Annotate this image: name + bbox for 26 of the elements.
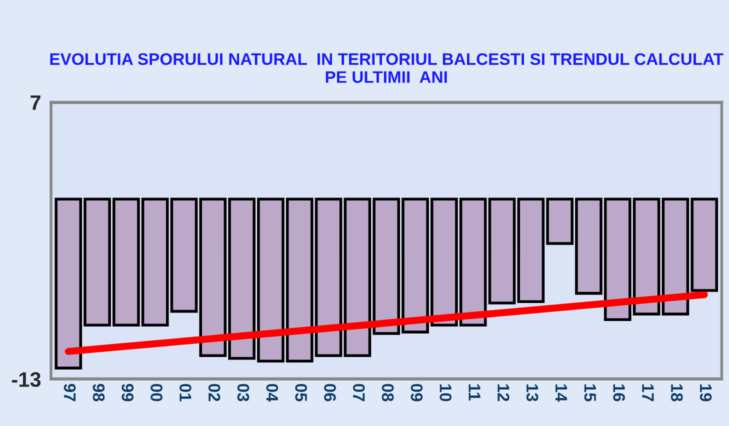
x-tick-label: 05 xyxy=(295,384,307,402)
x-tick-label: 06 xyxy=(324,384,336,402)
x-tick-label: 04 xyxy=(266,384,278,402)
x-tick-label: 02 xyxy=(208,384,220,402)
x-tick-label: 14 xyxy=(556,384,567,402)
x-tick-label: 08 xyxy=(382,384,394,402)
x-tick-label: 13 xyxy=(526,384,538,402)
x-tick-label: 00 xyxy=(150,384,162,402)
y-tick-label: 7 xyxy=(30,95,40,110)
x-tick-label: 99 xyxy=(122,384,134,402)
x-tick-label: 11 xyxy=(468,384,480,400)
x-tick-label: 03 xyxy=(237,384,250,402)
x-tick-label: 09 xyxy=(410,384,423,402)
x-tick-label: 15 xyxy=(584,384,596,402)
y-tick-label: -13 xyxy=(12,372,41,387)
x-tick-label: 98 xyxy=(92,384,105,402)
x-tick-label: 01 xyxy=(180,384,192,402)
x-tick-label: 18 xyxy=(670,384,683,402)
chart-title: EVOLUTIA SPORULUI NATURAL IN TERITORIUL BALCESTI SI TRENDUL CALCULAT PE ULTIMII ANI xyxy=(50,53,724,83)
x-tick-label: 19 xyxy=(700,384,712,402)
x-tick-label: 12 xyxy=(498,384,510,402)
x-tick-label: 17 xyxy=(642,384,654,402)
x-tick-label: 07 xyxy=(352,384,365,402)
x-tick-label: 10 xyxy=(440,384,452,402)
x-tick-label: 16 xyxy=(613,384,625,402)
x-tick-label: 97 xyxy=(64,384,76,402)
